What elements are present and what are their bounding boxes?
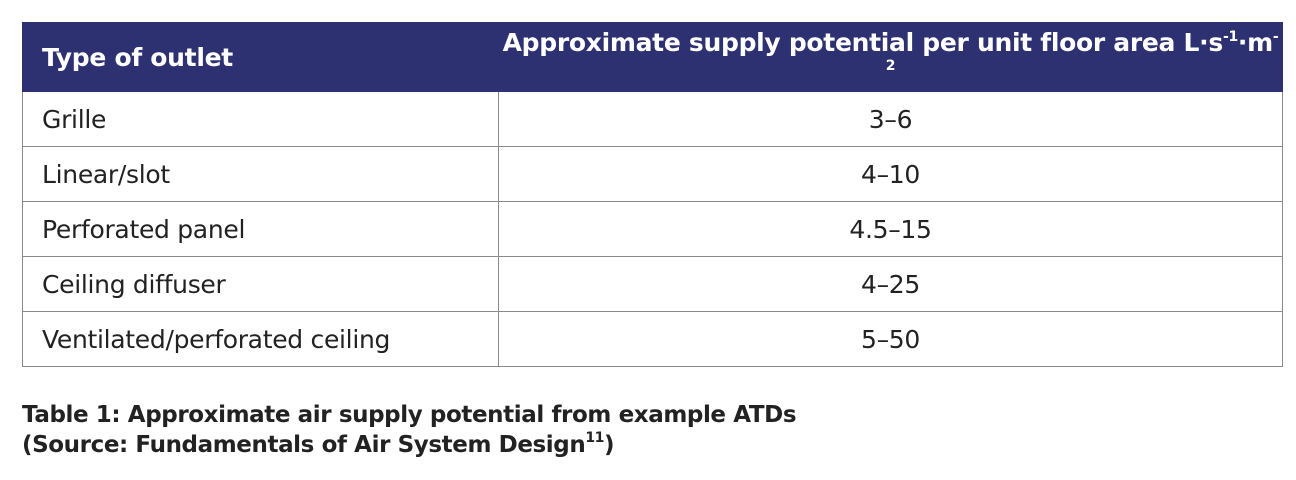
outlet-type: Grille <box>22 91 499 147</box>
header-cell: Approximate supply potential per unit fl… <box>498 22 1283 92</box>
superscript: -1 <box>1222 29 1238 45</box>
supply-range: 4–25 <box>498 256 1283 312</box>
outlet-type: Linear/slot <box>22 146 499 202</box>
table-row: Perforated panel 4.5–15 <box>22 201 1283 257</box>
header-text: Approximate supply potential per unit fl… <box>502 28 1224 57</box>
table-body: Grille 3–6 Linear/slot 4–10 Perforated panel… <box>22 91 1283 367</box>
header-text: ·m <box>1237 28 1273 57</box>
supply-range: 4–10 <box>498 146 1283 202</box>
superscript: 11 <box>585 430 605 446</box>
supply-range: 5–50 <box>498 311 1283 367</box>
header-cell: Type of outlet <box>22 22 499 92</box>
caption-line: Table 1: Approximate air supply potentia… <box>22 402 797 428</box>
caption-text: ) <box>604 432 615 458</box>
superscript: -2 <box>885 29 1279 74</box>
outlet-type: Ceiling diffuser <box>22 256 499 312</box>
supply-range: 3–6 <box>498 91 1283 147</box>
caption-line: (Source: Fundamentals of Air System Desi… <box>22 430 615 458</box>
outlet-type: Ventilated/perforated ceiling <box>22 311 499 367</box>
table-row: Grille 3–6 <box>22 91 1283 147</box>
caption-text: (Source: Fundamentals of Air System Desi… <box>22 432 586 458</box>
outlet-type: Perforated panel <box>22 201 499 257</box>
header-row: Type of outlet Approximate supply potent… <box>22 22 1283 92</box>
outlet-table: Type of outlet Approximate supply potent… <box>22 22 1283 367</box>
table-row: Ceiling diffuser 4–25 <box>22 256 1283 312</box>
table-row: Ventilated/perforated ceiling 5–50 <box>22 311 1283 367</box>
supply-range: 4.5–15 <box>498 201 1283 257</box>
table-row: Linear/slot 4–10 <box>22 146 1283 202</box>
